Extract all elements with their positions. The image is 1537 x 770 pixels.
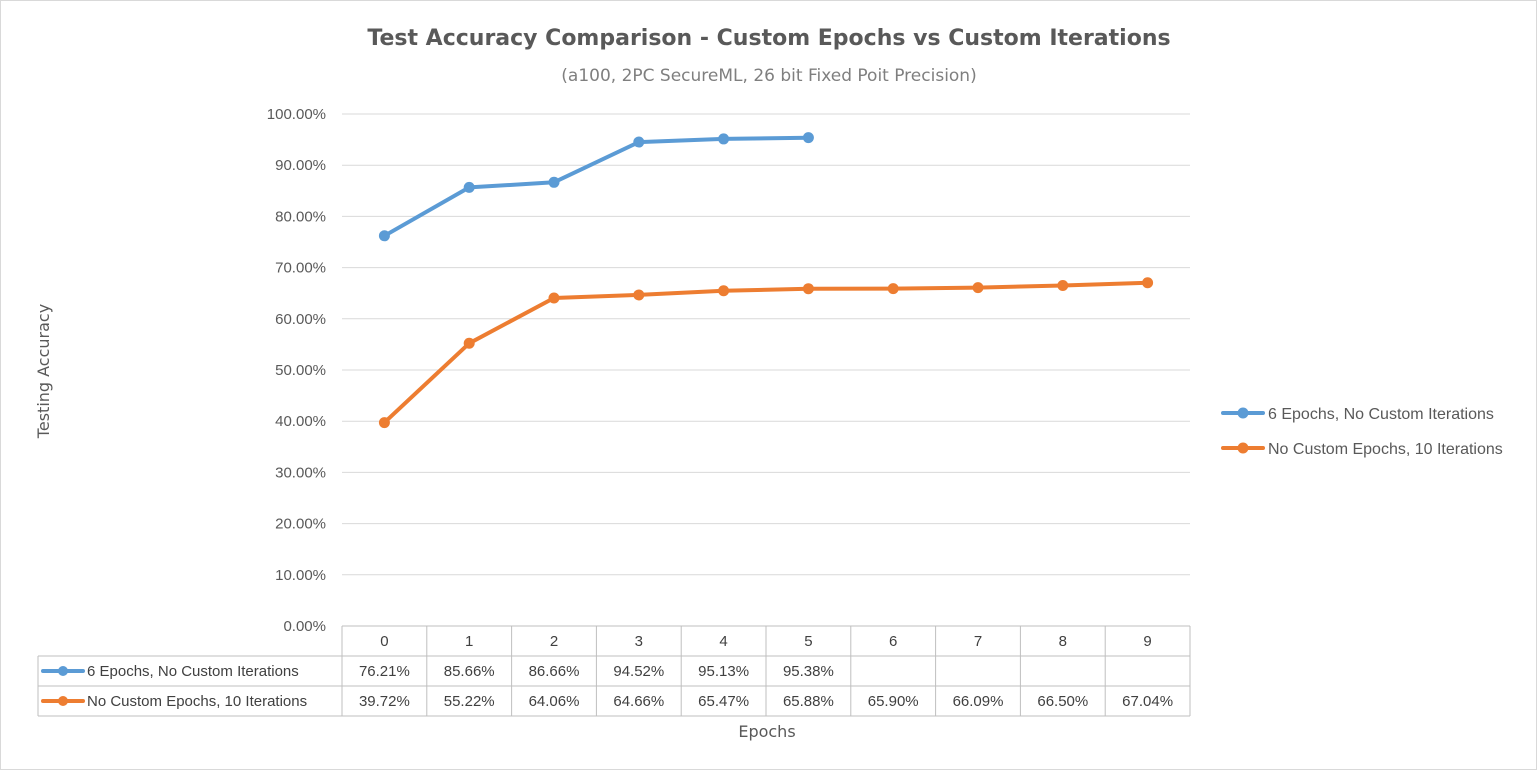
y-tick-label: 60.00% [275,311,326,328]
y-tick-label: 40.00% [275,413,326,430]
data-point [718,285,730,297]
legend-entry: No Custom Epochs, 10 Iterations [1268,441,1503,458]
table-cell-value: 64.06% [529,693,580,710]
y-tick-label: 30.00% [275,464,326,481]
table-cell-value: 95.13% [698,663,749,680]
series-line [382,280,1150,425]
table-legend-key-marker [58,666,68,676]
x-category-label: 9 [1143,633,1151,650]
x-category-label: 6 [889,633,897,650]
y-axis-ticks: 0.00% 10.00% 20.00% 30.00% 40.00% 50.00% 60.00… [267,106,326,635]
data-point [548,176,560,188]
table-cell-value: 39.72% [359,693,410,710]
x-category-label: 2 [550,633,558,650]
table-cell-value: 64.66% [613,693,664,710]
x-category-label: 5 [804,633,812,650]
data-point [463,181,475,193]
legend-key-marker [1237,407,1249,419]
data-table: 0 1 2 3 4 5 6 7 8 9 6 Epochs, No Custom Iterations… [37,625,1191,717]
data-point [802,132,814,144]
y-axis-title: Testing Accuracy [34,304,53,439]
x-category-label: 0 [380,633,388,650]
series-line [382,135,811,238]
table-series-name: No Custom Epochs, 10 Iterations [87,693,307,710]
data-point [718,133,730,145]
y-tick-label: 10.00% [275,567,326,584]
data-point [802,283,814,295]
table-cell-value: 86.66% [529,663,580,680]
y-tick-label: 80.00% [275,208,326,225]
data-point [633,289,645,301]
table-cell-value: 65.47% [698,693,749,710]
table-cell-value: 66.50% [1037,693,1088,710]
gridlines [342,113,1190,576]
data-point [378,230,390,242]
x-category-label: 7 [974,633,982,650]
legend-entry: 6 Epochs, No Custom Iterations [1268,406,1494,423]
data-point [463,337,475,349]
chart-title: Test Accuracy Comparison - Custom Epochs… [367,26,1170,51]
table-cell-value: 67.04% [1122,693,1173,710]
table-cell-value: 95.38% [783,663,834,680]
y-tick-label: 20.00% [275,516,326,533]
x-category-label: 3 [635,633,643,650]
series-plot [378,132,1154,429]
legend-key-marker [1237,442,1249,454]
x-category-label: 1 [465,633,473,650]
table-cell-value: 55.22% [444,693,495,710]
data-point [378,417,390,429]
table-cell-value: 65.88% [783,693,834,710]
legend: 6 Epochs, No Custom Iterations No Custom … [1221,406,1503,458]
table-cell-value: 65.90% [868,693,919,710]
y-tick-label: 70.00% [275,260,326,277]
data-point [1057,280,1069,292]
table-cell-value: 85.66% [444,663,495,680]
y-tick-label: 0.00% [283,618,326,635]
y-tick-label: 100.00% [267,106,326,123]
table-cell-value: 66.09% [953,693,1004,710]
data-point [1142,277,1154,289]
y-tick-label: 90.00% [275,157,326,174]
data-point [972,282,984,294]
x-axis-title: Epochs [738,722,795,741]
x-category-label: 8 [1059,633,1067,650]
table-series-name: 6 Epochs, No Custom Iterations [87,663,299,680]
chart-subtitle: (a100, 2PC SecureML, 26 bit Fixed Poit P… [561,66,976,86]
x-category-label: 4 [719,633,727,650]
y-tick-label: 50.00% [275,362,326,379]
table-cell-value: 76.21% [359,663,410,680]
table-cell-value: 94.52% [613,663,664,680]
table-legend-key-marker [58,696,68,706]
data-point [548,292,560,304]
data-point [633,136,645,148]
data-point [887,283,899,295]
